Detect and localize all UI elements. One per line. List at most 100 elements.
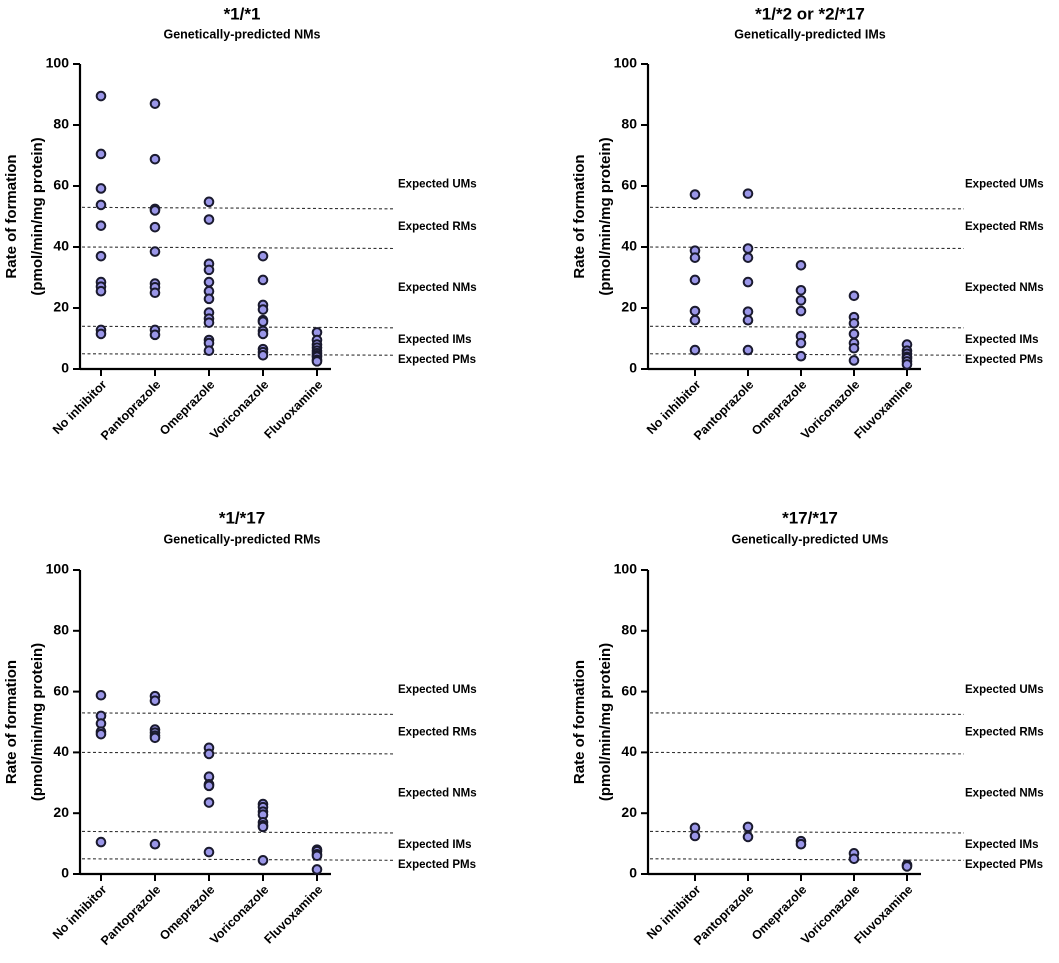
data-point: [257, 349, 269, 361]
threshold-label: Expected IMs: [398, 839, 472, 851]
data-point: [149, 287, 161, 299]
data-point: [742, 344, 754, 356]
y-tick-label: 0: [61, 360, 69, 376]
category-label: Omeprazole: [157, 883, 218, 944]
data-point: [95, 328, 107, 340]
data-point: [257, 304, 269, 315]
threshold-line: [649, 830, 965, 834]
threshold-label: Expected UMs: [965, 684, 1044, 696]
data-point: [795, 260, 807, 271]
data-point: [149, 329, 161, 341]
threshold-label: Expected PMs: [965, 354, 1043, 366]
data-point: [795, 337, 807, 349]
data-point: [95, 689, 107, 701]
threshold-label: Expected NMs: [398, 282, 477, 294]
threshold-line: [81, 206, 396, 210]
threshold-line: [81, 712, 396, 715]
data-point: [848, 355, 860, 366]
data-point: [95, 199, 107, 211]
threshold-label: Expected NMs: [965, 787, 1044, 799]
threshold-label: Expected PMs: [398, 354, 476, 366]
threshold-label: Expected RMs: [398, 221, 477, 233]
data-point: [149, 695, 161, 707]
y-tick-label: 60: [53, 682, 69, 698]
y-axis-label-units: (pmol/min/mg protein): [597, 643, 614, 801]
data-point: [742, 831, 754, 843]
data-point: [203, 196, 215, 208]
data-point: [742, 306, 754, 317]
threshold-label: Expected IMs: [398, 334, 472, 346]
panel-title: *1/*1: [224, 4, 261, 23]
data-point: [149, 838, 161, 850]
data-point: [203, 846, 215, 858]
threshold-line: [649, 751, 965, 755]
data-point: [203, 293, 215, 305]
y-axis-label: Rate of formation: [571, 660, 588, 784]
panel-title: *17/*17: [782, 508, 838, 527]
data-point: [795, 838, 807, 850]
data-point: [149, 732, 161, 744]
data-point: [95, 148, 107, 160]
data-point: [257, 274, 269, 286]
y-tick-label: 80: [621, 622, 637, 638]
y-axis-label: Rate of formation: [3, 154, 20, 278]
category-label: No inhibitor: [50, 882, 110, 942]
data-point: [95, 285, 107, 297]
y-tick-label: 60: [53, 177, 69, 193]
data-point: [689, 189, 701, 200]
threshold-line: [81, 830, 396, 834]
y-tick-label: 40: [621, 743, 637, 759]
y-tick-label: 60: [621, 682, 637, 698]
data-point: [257, 316, 269, 328]
data-point: [311, 850, 323, 862]
y-tick-label: 40: [53, 743, 69, 759]
data-point: [149, 98, 161, 109]
threshold-label: Expected IMs: [965, 334, 1039, 346]
data-point: [95, 728, 107, 740]
data-point: [689, 305, 701, 317]
data-point: [742, 188, 754, 199]
data-point: [149, 205, 161, 216]
data-point: [203, 345, 215, 357]
data-point: [203, 214, 215, 225]
y-axis-label: Rate of formation: [571, 154, 588, 278]
data-point: [848, 317, 860, 329]
threshold-label: Expected RMs: [398, 727, 477, 739]
data-point: [149, 246, 161, 257]
data-point: [149, 221, 161, 233]
threshold-label: Expected RMs: [965, 221, 1044, 233]
threshold-line: [649, 246, 965, 250]
data-point: [257, 250, 269, 262]
threshold-line: [81, 751, 396, 755]
data-point: [149, 153, 161, 165]
data-point: [742, 243, 754, 254]
y-tick-label: 80: [621, 116, 637, 132]
threshold-label: Expected UMs: [398, 684, 477, 696]
panel-subtitle: Genetically-predicted RMs: [164, 532, 321, 546]
y-tick-label: 40: [53, 238, 69, 254]
threshold-line: [649, 712, 965, 715]
data-point: [848, 290, 860, 302]
threshold-label: Expected UMs: [398, 179, 477, 191]
y-tick-label: 80: [53, 622, 69, 638]
data-point: [742, 821, 754, 833]
y-axis-label-units: (pmol/min/mg protein): [29, 643, 46, 801]
data-point: [689, 314, 701, 326]
y-tick-label: 20: [53, 299, 69, 315]
y-tick-label: 100: [46, 55, 70, 71]
y-tick-label: 20: [621, 299, 637, 315]
data-point: [901, 861, 913, 872]
threshold-label: Expected IMs: [965, 839, 1039, 851]
category-label: Omeprazole: [157, 378, 218, 439]
y-axis-label: Rate of formation: [3, 660, 20, 784]
threshold-label: Expected PMs: [965, 859, 1043, 871]
category-label: No inhibitor: [644, 882, 704, 942]
category-label: No inhibitor: [644, 377, 704, 437]
y-axis-label-units: (pmol/min/mg protein): [29, 137, 46, 295]
y-tick-label: 0: [61, 865, 69, 881]
threshold-line: [81, 353, 396, 356]
threshold-line: [649, 858, 965, 861]
data-point: [203, 317, 215, 328]
threshold-line: [649, 353, 965, 356]
data-point: [95, 90, 107, 102]
